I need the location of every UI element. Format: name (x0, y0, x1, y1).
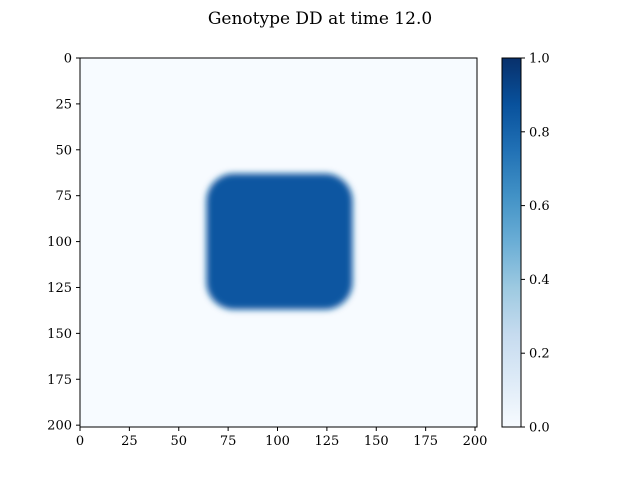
y-tick-label: 75 (55, 189, 72, 204)
colorbar-frame (501, 57, 522, 428)
x-tick-label: 75 (220, 434, 237, 449)
colorbar-tick-label: 0.0 (529, 421, 550, 436)
colorbar-tick-label: 1.0 (529, 52, 550, 67)
x-tick-label: 25 (121, 434, 138, 449)
y-tick-label: 125 (47, 281, 72, 296)
heatmap-high-region (206, 173, 353, 310)
y-tick-label: 100 (47, 235, 72, 250)
x-tick-label: 0 (76, 434, 84, 449)
x-tick-label: 175 (413, 434, 438, 449)
y-axis: 0 25 50 75 100 125 150 175 200 (47, 52, 80, 434)
y-tick-label: 50 (55, 143, 72, 158)
x-tick-label: 125 (314, 434, 339, 449)
y-tick-label: 200 (47, 419, 72, 434)
colorbar-tick-label: 0.8 (529, 125, 550, 140)
x-tick-label: 150 (364, 434, 389, 449)
chart-title: Genotype DD at time 12.0 (208, 9, 432, 29)
colorbar: 0.0 0.2 0.4 0.6 0.8 1.0 (501, 52, 550, 436)
y-tick-label: 25 (55, 97, 72, 112)
x-tick-label: 100 (265, 434, 290, 449)
colorbar-tick-label: 0.4 (529, 273, 550, 288)
plot-area (79, 57, 478, 428)
y-tick-label: 150 (47, 327, 72, 342)
colorbar-tick-label: 0.6 (529, 199, 550, 214)
plot-frame (79, 57, 478, 428)
y-tick-label: 175 (47, 373, 72, 388)
colorbar-ticks: 0.0 0.2 0.4 0.6 0.8 1.0 (521, 52, 550, 436)
y-tick-label: 0 (64, 52, 72, 67)
x-axis: 0 25 50 75 100 125 150 175 200 (76, 427, 488, 449)
x-tick-label: 50 (170, 434, 187, 449)
colorbar-tick-label: 0.2 (529, 347, 550, 362)
colorbar-gradient (502, 58, 521, 427)
x-tick-label: 200 (463, 434, 488, 449)
